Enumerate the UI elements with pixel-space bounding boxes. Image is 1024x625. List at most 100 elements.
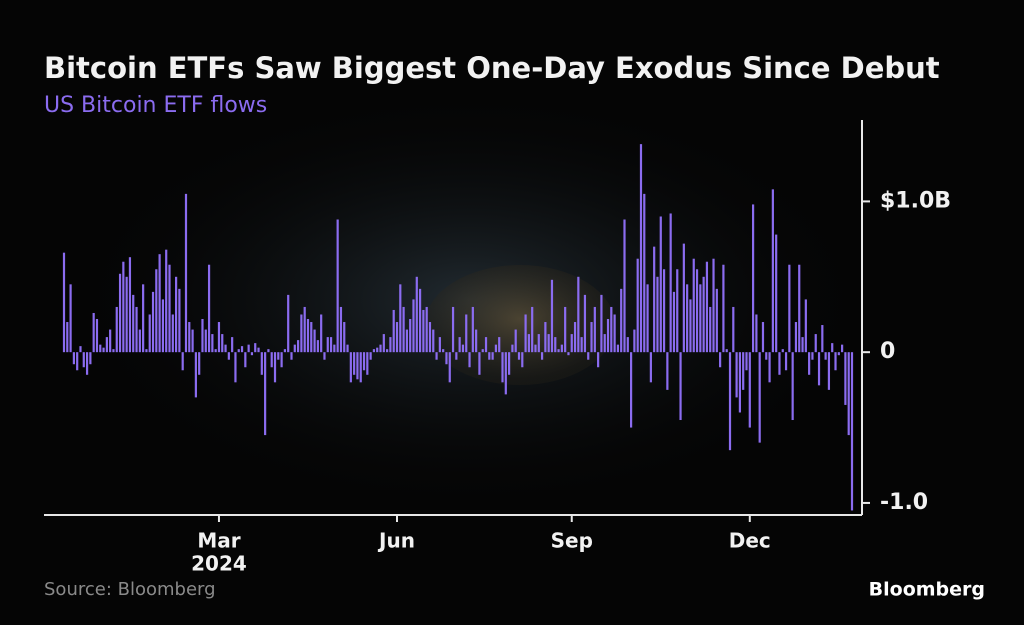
bar (705, 261, 709, 353)
bar (323, 352, 326, 360)
bar (145, 349, 148, 353)
bar (458, 337, 461, 353)
bar (488, 352, 491, 360)
bar (679, 352, 682, 421)
bar (115, 306, 118, 353)
source: Source: Bloomberg (44, 579, 216, 600)
bar (695, 269, 699, 353)
bar (834, 352, 837, 371)
bar (794, 322, 798, 353)
bar (280, 352, 283, 368)
bar (498, 337, 501, 353)
bar (369, 352, 372, 360)
bar (425, 306, 428, 353)
bar (204, 329, 207, 353)
bar (844, 352, 847, 405)
bar (636, 258, 639, 353)
bar (254, 343, 257, 353)
bar (550, 279, 554, 353)
bar (283, 349, 287, 353)
bar (191, 329, 194, 353)
x-tick-label: Dec (729, 529, 771, 553)
bar (494, 344, 498, 353)
bar (817, 352, 821, 386)
bar (386, 349, 389, 353)
bar (768, 352, 771, 383)
bar (376, 347, 379, 353)
bar (686, 284, 689, 353)
bar (659, 216, 662, 353)
bar (142, 284, 145, 353)
bar (82, 352, 85, 368)
bar (639, 144, 643, 353)
bar (382, 334, 385, 353)
bar (184, 193, 188, 353)
bar (118, 273, 122, 353)
bar (178, 288, 181, 353)
bar (336, 219, 339, 353)
bar (366, 352, 369, 375)
bar (442, 349, 445, 353)
bar (735, 352, 738, 398)
bar (214, 349, 217, 353)
bar (201, 319, 204, 353)
bar (666, 352, 669, 390)
bar (138, 329, 141, 353)
chart-subtitle: US Bitcoin ETF flows (44, 93, 267, 118)
bar (827, 352, 831, 390)
bar (273, 352, 277, 383)
bar (847, 352, 850, 436)
bar (831, 343, 834, 353)
bar (676, 269, 679, 353)
bar (771, 189, 774, 353)
bar (590, 322, 593, 353)
bar (811, 352, 814, 360)
bar (672, 291, 676, 353)
bar (791, 352, 794, 421)
bar (606, 319, 610, 353)
bar (296, 340, 300, 353)
bar (247, 344, 250, 353)
bar (79, 346, 82, 353)
bar (339, 306, 343, 353)
bar (544, 322, 547, 353)
bar (125, 276, 128, 353)
logo: Bloomberg (869, 579, 985, 601)
bar (587, 352, 590, 360)
bar (69, 284, 72, 353)
bar (395, 322, 399, 353)
bar (508, 352, 511, 375)
bar (537, 334, 540, 353)
bar (329, 337, 333, 353)
bar (244, 352, 247, 368)
bar (399, 284, 402, 353)
bar (788, 264, 791, 353)
bar (287, 294, 290, 353)
bar (211, 334, 214, 353)
bar (702, 276, 705, 353)
bar (465, 314, 468, 353)
bar (333, 344, 336, 353)
bar (270, 352, 273, 368)
bar (132, 294, 135, 353)
bar (719, 352, 722, 368)
bar (428, 322, 432, 353)
bar (66, 322, 69, 353)
bar (412, 299, 415, 353)
bar (689, 299, 692, 353)
bar (250, 352, 254, 356)
bar (804, 299, 807, 353)
bar (728, 352, 732, 451)
bar (600, 294, 603, 353)
bar (461, 344, 465, 353)
bar (801, 337, 804, 353)
bar (745, 352, 748, 371)
bar (300, 314, 303, 353)
bar (320, 314, 323, 353)
bar (359, 352, 362, 383)
bar (237, 349, 240, 353)
bar (392, 309, 395, 353)
bar (95, 319, 99, 353)
bar (850, 352, 854, 511)
